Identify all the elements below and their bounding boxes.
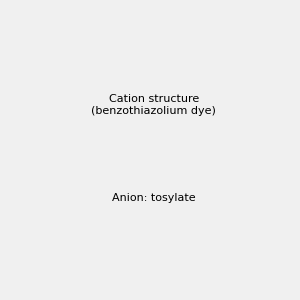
Text: Anion: tosylate: Anion: tosylate [112, 193, 196, 203]
Text: Cation structure
(benzothiazolium dye): Cation structure (benzothiazolium dye) [91, 94, 216, 116]
